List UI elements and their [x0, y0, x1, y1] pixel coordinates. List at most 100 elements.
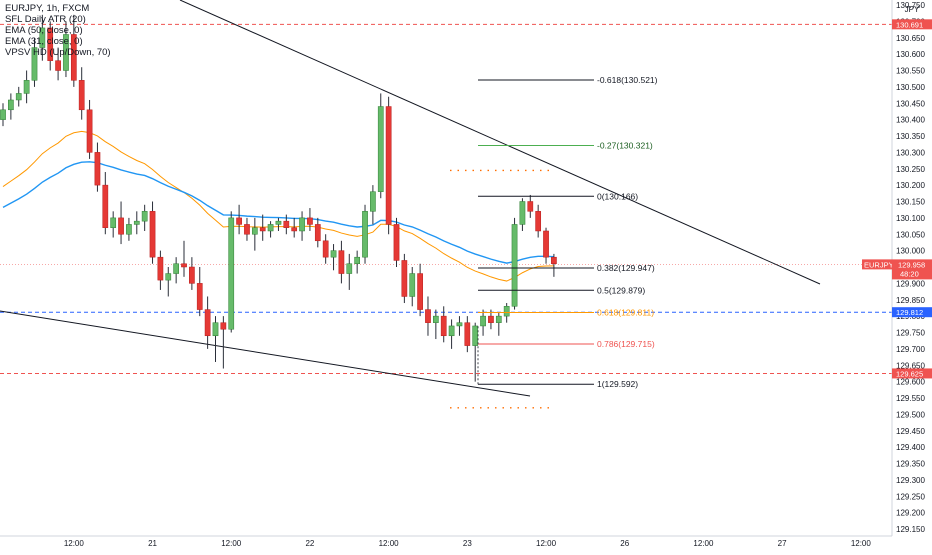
price-tick-label: 130.250 [896, 165, 925, 174]
fib-level-label: 0(130.166) [597, 191, 638, 201]
candle-body [141, 211, 148, 222]
price-tick-label: 129.750 [896, 329, 925, 338]
candle-body [433, 315, 439, 323]
time-tick-label: 23 [463, 539, 472, 548]
candle-body [338, 250, 345, 274]
fib-level-label: 0.786(129.715) [597, 339, 655, 349]
candle-body [362, 211, 368, 258]
candle-body [488, 315, 494, 323]
candle-body [70, 34, 77, 81]
candle-body [495, 315, 502, 323]
price-tick-label: 129.250 [896, 492, 925, 501]
time-tick-label: 12:00 [221, 539, 242, 548]
fib-level-label: 0.382(129.947) [597, 263, 655, 273]
candle-body [86, 109, 93, 153]
price-tick-label: 130.350 [896, 132, 925, 141]
legend-vpsv[interactable]: VPSV HD (Up/Down, 70) [5, 47, 111, 58]
price-tick-label: 130.500 [896, 83, 925, 92]
candle-body [63, 34, 69, 71]
candle-body [393, 224, 400, 261]
candle-body [244, 224, 250, 235]
symbol-tag [862, 259, 892, 270]
candle-body [330, 250, 337, 258]
candle-body [314, 224, 321, 242]
candle-body [8, 99, 14, 111]
price-tick-label: 130.650 [896, 34, 925, 43]
candle-body [425, 309, 431, 323]
candle-body [322, 240, 329, 258]
candle-body [165, 273, 172, 281]
time-tick-label: 12:00 [851, 539, 872, 548]
price-tick-label: 129.450 [896, 427, 925, 436]
price-tick-label: 130.600 [896, 50, 925, 59]
price-tick-label: 130.200 [896, 181, 925, 190]
candle-body [0, 109, 6, 120]
fib-level-label: 0.618(129.811) [597, 308, 654, 318]
candle-body [519, 201, 526, 225]
candle-body [346, 263, 353, 274]
price-tick-label: 130.150 [896, 198, 925, 207]
fib-level-label: -0.27(130.321) [597, 140, 653, 150]
candle-body [385, 106, 392, 225]
candle-body [102, 184, 109, 228]
time-tick-label: 22 [305, 539, 314, 548]
price-tick-label: 129.500 [896, 410, 925, 419]
price-tick-label: 130.750 [896, 1, 925, 10]
candle-body [275, 220, 282, 225]
candle-body [291, 227, 298, 232]
level-tag-label: 129.625 [896, 369, 923, 378]
candle-body [149, 211, 156, 258]
candle-body [370, 191, 376, 212]
countdown-label: 48:20 [900, 269, 919, 278]
fib-extension[interactable]: -0.618(130.521) -0.27(130.321) 0(130.166) 0… [477, 75, 658, 389]
candle-body [535, 211, 542, 232]
candle-body [189, 266, 195, 284]
candles [0, 14, 557, 382]
level-tag [892, 307, 932, 318]
current-price-label: 129.958 [898, 260, 925, 269]
candle-body [196, 283, 203, 310]
legend-symbol[interactable]: EURJPY, 1h, FXCM [5, 3, 90, 14]
candle-body [118, 217, 124, 235]
price-tick-label: 129.200 [896, 509, 925, 518]
candle-body [259, 227, 266, 232]
currency-label: JPY [905, 5, 920, 14]
legend-ema50[interactable]: EMA (50, close, 0) [5, 25, 83, 36]
price-tick-label: 129.300 [896, 476, 925, 485]
candle-body [543, 230, 549, 258]
time-tick-label: 12:00 [64, 539, 85, 548]
candle-body [94, 152, 101, 186]
price-tick-label: 130.550 [896, 67, 925, 76]
price-tick-label: 130.300 [896, 148, 925, 157]
candle-body [464, 322, 471, 346]
price-tick-label: 129.900 [896, 279, 925, 288]
candle-body [409, 273, 416, 297]
candle-body [354, 256, 360, 264]
candle-body [440, 315, 447, 337]
candle-body [181, 263, 187, 268]
level-tag-label: 130.691 [896, 20, 923, 29]
legend-atr[interactable]: SFL Daily ATR (20) [5, 14, 86, 25]
candle-body [511, 224, 518, 307]
candle-body [236, 217, 242, 225]
price-tick-label: 129.650 [896, 361, 925, 370]
fib-level-label: -0.618(130.521) [597, 75, 658, 85]
current-price-tag [892, 259, 932, 280]
candle-body [23, 80, 30, 94]
time-tick-label: 21 [148, 539, 157, 548]
time-tick-label: 12:00 [693, 539, 714, 548]
price-tick-label: 129.600 [896, 378, 925, 387]
fib-level-label: 1(129.592) [597, 379, 638, 389]
candle-body [448, 325, 455, 337]
candle-body [456, 322, 463, 327]
legend-ema31[interactable]: EMA (31, close, 0) [5, 36, 83, 47]
time-ticks: 12:00 21 12:00 22 12:00 23 12:00 26 12:00 27 12:00 [64, 539, 872, 548]
candle-body [212, 322, 219, 337]
candle-body [283, 220, 290, 228]
candle-body [55, 60, 61, 71]
price-tick-label: 130.050 [896, 230, 925, 239]
candle-body [126, 224, 132, 235]
